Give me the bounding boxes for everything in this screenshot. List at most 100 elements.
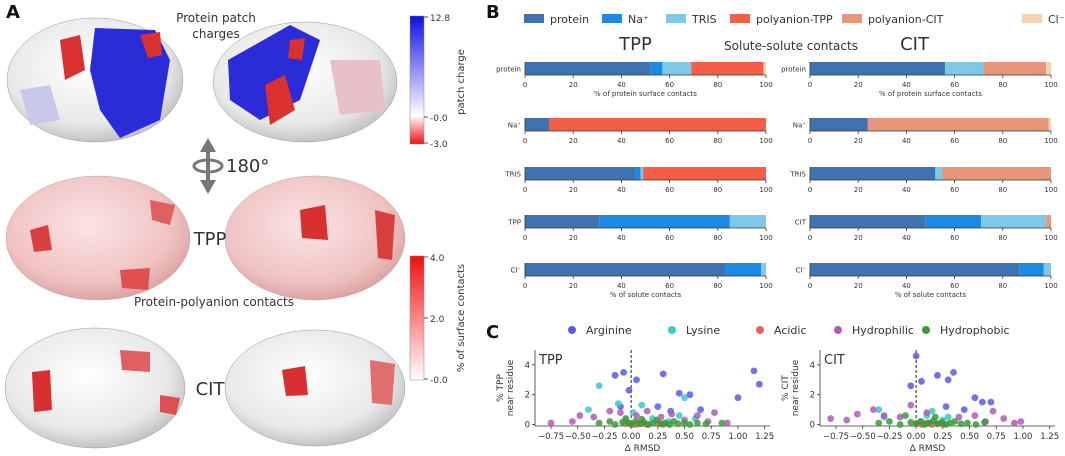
chart-c-subplot-title: CIT	[824, 353, 845, 368]
chart-b-tick-label: 20	[854, 81, 863, 89]
chart-b-tick-label: 80	[713, 186, 722, 194]
chart-b-tick-label: 80	[998, 234, 1007, 242]
chart-b-tick-label: 80	[713, 137, 722, 145]
chart-c-xtick-label: −0.50	[850, 432, 876, 442]
chart-c-point	[625, 386, 633, 394]
chart-b-tick-label: 60	[665, 282, 674, 290]
legend-c-label: Arginine	[586, 324, 632, 337]
chart-b-bar-segment	[810, 215, 926, 228]
legend-b-item: polyanion-TPP	[730, 13, 833, 26]
chart-b-tick-label: 60	[665, 81, 674, 89]
chart-c-point	[880, 412, 888, 419]
chart-c-subplot: −0.75 −0.50 −0.25 0.00 0.25 0.50 0.75 1.00 1.25 0…	[781, 350, 1059, 454]
chart-b-tick-label: 40	[902, 234, 911, 242]
colorbar-patch-charge: 12.8 -0.0 -3.0 patch charge	[409, 14, 467, 150]
chart-c-point	[978, 398, 986, 406]
chart-b-bar-segment	[525, 263, 726, 276]
chart-c-point	[668, 410, 676, 418]
chart-c-point	[950, 368, 957, 376]
colorbar-surface-contacts: 4.0 2.0 -0.0 % of surface contacts	[409, 254, 467, 386]
panel-c-label: C	[486, 322, 499, 343]
chart-b-tick-label: 80	[713, 282, 722, 290]
legend-c: Arginine Lysine Acidic Hydrophilic Hydrophob…	[568, 324, 1010, 337]
chart-b-tick-label: 100	[759, 137, 772, 145]
chart-b-tick-label: 80	[713, 234, 722, 242]
protein-charge-surface-left	[6, 17, 184, 143]
chart-c-point	[659, 370, 667, 378]
charges-title-line1: Protein patch	[176, 11, 256, 25]
chart-b-tick-label: 100	[1044, 234, 1057, 242]
chart-c-point	[951, 418, 958, 425]
chart-c-ytick-label: 0	[525, 421, 530, 431]
chart-c-point	[934, 371, 941, 379]
chart-c-xtick-label: 0.00	[622, 432, 641, 442]
chart-c-point	[896, 421, 904, 428]
chart-c-point	[827, 415, 835, 422]
legend-b-item: TRIS	[666, 13, 717, 26]
panel-b: B protein Na⁺ TRIS polyanion-TPP polyanion-C…	[486, 2, 1065, 299]
chart-c-point	[723, 419, 731, 427]
chart-b-tick-label: 40	[902, 81, 911, 89]
chart-c-ytick-label: 4	[525, 361, 530, 371]
chart-c-point	[907, 382, 915, 390]
legend-c-item: Hydrophobic	[922, 324, 1010, 337]
chart-b-bar-segment	[525, 118, 550, 131]
chart-c-point	[875, 406, 883, 414]
chart-c-point	[686, 421, 694, 428]
chart-b-xlabel: % of protein surface contacts	[594, 90, 697, 98]
legend-b-swatch	[842, 14, 862, 23]
contacts-title: Protein-polyanion contacts	[134, 295, 294, 309]
chart-b-tick-label: 20	[569, 282, 578, 290]
chart-c-point	[971, 394, 979, 402]
chart-b-row-label: protein	[496, 66, 521, 74]
chart-b-tick-label: 0	[523, 137, 527, 145]
chart-b-bar-segment	[810, 263, 1020, 276]
legend-b-label: Na⁺	[628, 13, 649, 26]
panel-b-label: B	[486, 2, 500, 23]
chart-b-bar-segment	[981, 215, 1047, 228]
legend-b-swatch	[524, 14, 544, 23]
chart-c-point	[1011, 419, 1018, 427]
chart-b-tick-label: 20	[569, 81, 578, 89]
chart-b-row: Cl⁻0 20 40 60 80 100 % of solute contacts	[795, 263, 1058, 299]
legend-b-label: protein	[550, 13, 589, 26]
chart-c-point	[611, 371, 619, 379]
chart-c-point	[638, 401, 646, 409]
chart-c-point	[675, 412, 683, 419]
chart-b-tick-label: 60	[950, 137, 959, 145]
chart-c-point	[944, 376, 952, 384]
chart-b-tick-label: 40	[617, 234, 626, 242]
contacts-colorbar-label: % of surface contacts	[456, 264, 467, 372]
chart-b-bar-segment	[1046, 62, 1051, 75]
legend-b-swatch	[602, 14, 622, 23]
chart-b-tick-label: 100	[759, 186, 772, 194]
chart-c-point	[944, 413, 952, 421]
chart-c-xtick-label: 0.25	[648, 432, 667, 442]
chart-b-tick-label: 0	[808, 234, 812, 242]
chart-b-bar-segment	[810, 167, 936, 180]
panel-c: C Arginine Lysine Acidic Hydrophilic Hydroph…	[486, 322, 1059, 454]
chart-c-ytick-label: 2	[810, 391, 815, 401]
chart-b-row-label: CIT	[795, 219, 807, 227]
chart-c-point	[606, 407, 614, 415]
chart-b-bar-segment	[635, 167, 641, 180]
chart-c-xtick-label: 0.50	[960, 432, 979, 442]
chart-c-xtick-label: 1.00	[728, 432, 747, 442]
chart-c-xlabel: Δ RMSD	[910, 444, 946, 454]
protein-tpp-surface-right	[224, 175, 406, 301]
chart-c-point	[611, 421, 619, 428]
contacts-tick-mid: 2.0	[430, 315, 445, 325]
chart-b-tick-label: 100	[1044, 137, 1057, 145]
rotation-arrow-icon	[192, 138, 224, 194]
chart-c-point	[622, 415, 630, 422]
chart-b-tick-label: 100	[1044, 282, 1057, 290]
legend-c-label: Hydrophobic	[940, 324, 1010, 337]
chart-c-point	[654, 403, 662, 411]
chart-c-xtick-label: 1.00	[1013, 432, 1032, 442]
chart-b-tick-label: 100	[759, 234, 772, 242]
chart-c-point	[576, 412, 584, 419]
